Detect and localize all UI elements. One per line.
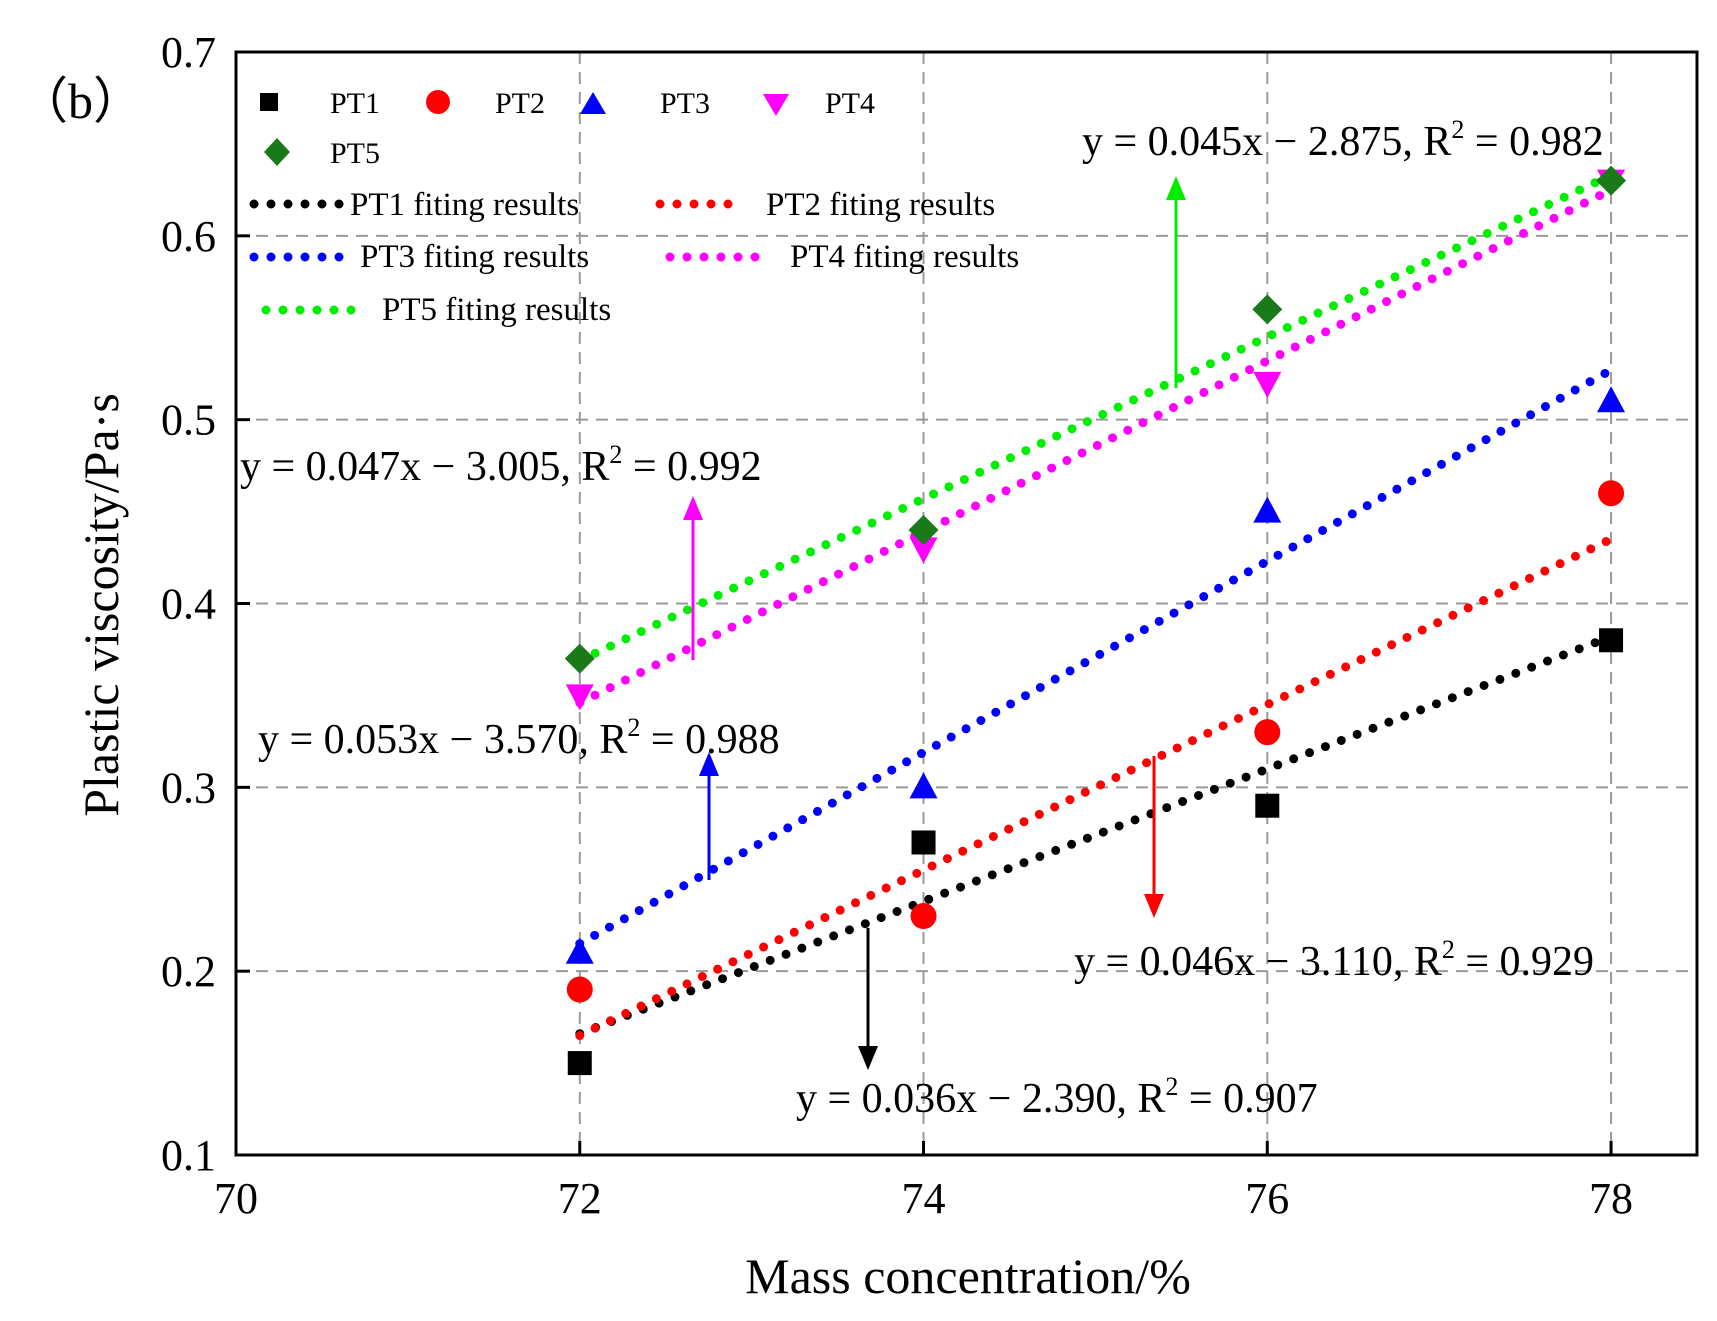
arrow-pt5-head	[1166, 176, 1186, 200]
legend-fit-label-pt1: PT1 fiting results	[350, 187, 579, 223]
x-tick-label: 76	[1245, 1174, 1289, 1223]
y-axis-title: Plastic viscosity/Pa·s	[73, 393, 129, 817]
fit-line-pt1	[575, 632, 1616, 1039]
point-pt5	[1596, 165, 1627, 196]
legend: PT1 PT2 PT3 PT4 PT5 PT1 fiting results P…	[249, 87, 1019, 328]
x-axis-title: Mass concentration/%	[745, 1248, 1191, 1304]
panel-label: （b）	[18, 73, 143, 129]
axes: 70 72 74 76 78 0.1 0.2 0.3 0.4 0.5 0.6 0.7	[161, 28, 1699, 1223]
point-pt2	[1598, 480, 1625, 507]
point-pt1	[567, 1051, 592, 1076]
arrow-pt1-head	[858, 1046, 878, 1070]
point-pt5	[564, 643, 595, 674]
legend-marker-pt2	[426, 90, 450, 114]
legend-marker-pt1	[260, 93, 278, 111]
point-pt4	[565, 684, 594, 711]
y-tick-label: 0.4	[161, 580, 216, 629]
fit-lines	[575, 170, 1616, 1041]
legend-fit-label-pt5: PT5 fiting results	[382, 292, 611, 328]
fit-line-pt5	[575, 170, 1616, 665]
legend-label-pt3: PT3	[660, 87, 710, 120]
fit-line-pt4	[575, 185, 1616, 708]
point-pt3	[1597, 386, 1626, 413]
point-pt3	[1253, 496, 1282, 523]
arrow-pt3-head	[699, 752, 719, 776]
arrow-pt4-head	[683, 496, 703, 520]
point-pt1	[1255, 793, 1280, 818]
y-tick-label: 0.3	[161, 763, 216, 812]
point-pt4	[909, 537, 938, 564]
x-tick-label: 78	[1589, 1174, 1633, 1223]
legend-label-pt1: PT1	[330, 87, 380, 120]
fit-line-pt3	[575, 365, 1616, 949]
legend-marker-pt3	[580, 92, 606, 114]
x-tick-label: 70	[214, 1174, 258, 1223]
point-pt1	[1599, 628, 1624, 653]
point-pt1	[911, 830, 936, 855]
point-pt5	[908, 514, 939, 545]
point-pt3	[565, 937, 594, 964]
y-tick-label: 0.6	[161, 212, 216, 261]
equation-pt3: y = 0.053x − 3.570, R2 = 0.988	[258, 713, 780, 763]
data-points	[564, 165, 1627, 1076]
x-tick-label: 72	[558, 1174, 602, 1223]
legend-fit-label-pt3: PT3 fiting results	[360, 239, 589, 275]
grid-lines	[236, 52, 1697, 1155]
equation-pt1: y = 0.036x − 2.390, R2 = 0.907	[796, 1072, 1318, 1122]
point-pt2	[910, 903, 937, 930]
legend-marker-pt5	[264, 138, 290, 166]
y-tick-label: 0.1	[161, 1131, 216, 1180]
point-pt4	[1253, 371, 1282, 398]
fit-line-pt2	[575, 534, 1616, 1041]
arrow-pt2-head	[1144, 894, 1164, 918]
legend-label-pt4: PT4	[825, 87, 875, 120]
legend-label-pt5: PT5	[330, 137, 380, 170]
equation-pt4: y = 0.047x − 3.005, R2 = 0.992	[240, 440, 762, 490]
legend-fit-label-pt4: PT4 fiting results	[790, 239, 1019, 275]
equation-pt5: y = 0.045x − 2.875, R2 = 0.982	[1082, 115, 1604, 165]
y-tick-label: 0.7	[161, 28, 216, 77]
point-pt5	[1252, 294, 1283, 325]
equation-pt2: y = 0.046x − 3.110, R2 = 0.929	[1074, 935, 1594, 985]
annotation-arrows	[683, 176, 1186, 1070]
x-tick-label: 74	[902, 1174, 946, 1223]
equation-annotations: y = 0.045x − 2.875, R2 = 0.982 y = 0.047…	[240, 115, 1604, 1122]
point-pt2	[1254, 719, 1281, 746]
point-pt3	[909, 772, 938, 799]
y-tick-label: 0.5	[161, 396, 216, 445]
legend-fit-label-pt2: PT2 fiting results	[766, 187, 995, 223]
legend-label-pt2: PT2	[495, 87, 545, 120]
y-tick-label: 0.2	[161, 947, 216, 996]
legend-marker-pt4	[763, 94, 789, 116]
point-pt2	[566, 976, 593, 1003]
